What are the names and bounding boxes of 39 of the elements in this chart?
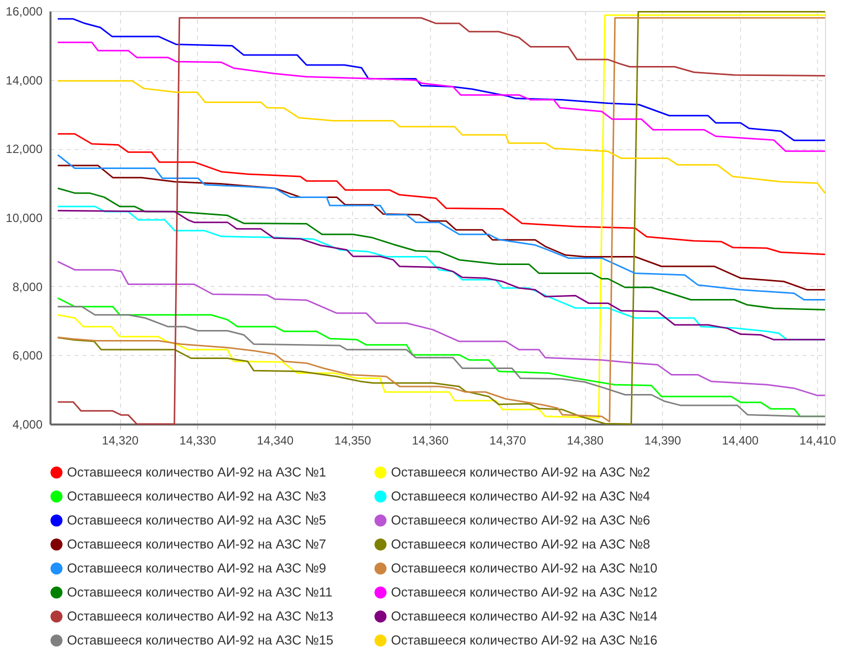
legend-label: Оставшееся количество АИ-92 на АЗС №11 (67, 584, 332, 600)
line-series (57, 42, 826, 152)
legend-label: Оставшееся количество АИ-92 на АЗС №15 (67, 632, 334, 648)
line-series (57, 260, 826, 396)
x-tick-label: 14,330 (179, 434, 216, 448)
y-tick-label: 16,000 (6, 4, 43, 18)
x-tick-label: 14,380 (566, 434, 604, 448)
y-tick-label: 14,000 (6, 73, 43, 88)
line-series (57, 133, 826, 256)
y-tick-label: 10,000 (6, 211, 43, 225)
line-series (57, 80, 826, 194)
legend-label: Оставшееся количество АИ-92 на АЗС №13 (67, 608, 334, 624)
x-tick-label: 14,390 (644, 434, 682, 448)
legend-label: Оставшееся количество АИ-92 на АЗС №14 (391, 608, 658, 624)
x-tick-label: 14,350 (334, 434, 372, 448)
x-tick-label: 14,410 (799, 434, 836, 448)
legend-label: Оставшееся количество АИ-92 на АЗС №12 (391, 584, 658, 600)
legend-label: Оставшееся количество АИ-92 на АЗС №7 (67, 536, 326, 552)
legend-label: Оставшееся количество АИ-92 на АЗС №5 (67, 512, 326, 528)
line-series (57, 18, 826, 142)
line-series (57, 187, 826, 310)
legend-label: Оставшееся количество АИ-92 на АЗС №6 (391, 512, 650, 528)
y-tick-label: 6,000 (12, 348, 43, 363)
y-tick-label: 12,000 (6, 142, 43, 156)
x-tick-label: 14,340 (256, 434, 294, 448)
legend-label: Оставшееся количество АИ-92 на АЗС №1 (67, 464, 326, 480)
y-tick-label: 8,000 (12, 280, 43, 294)
legend-label: Оставшееся количество АИ-92 на АЗС №9 (67, 560, 326, 576)
legend-label: Оставшееся количество АИ-92 на АЗС №3 (67, 488, 326, 504)
x-tick-label: 14,320 (102, 434, 139, 448)
legend-label: Оставшееся количество АИ-92 на АЗС №10 (391, 560, 658, 576)
legend-label: Оставшееся количество АИ-92 на АЗС №2 (391, 464, 650, 480)
x-tick-label: 14,370 (489, 434, 526, 448)
legend-label: Оставшееся количество АИ-92 на АЗС №8 (391, 536, 650, 552)
x-tick-label: 14,400 (722, 434, 759, 448)
legend-label: Оставшееся количество АИ-92 на АЗС №4 (391, 488, 650, 504)
x-tick-label: 14,360 (412, 434, 449, 448)
y-tick-label: 4,000 (12, 418, 43, 432)
legend-label: Оставшееся количество АИ-92 на АЗС №16 (391, 632, 658, 648)
